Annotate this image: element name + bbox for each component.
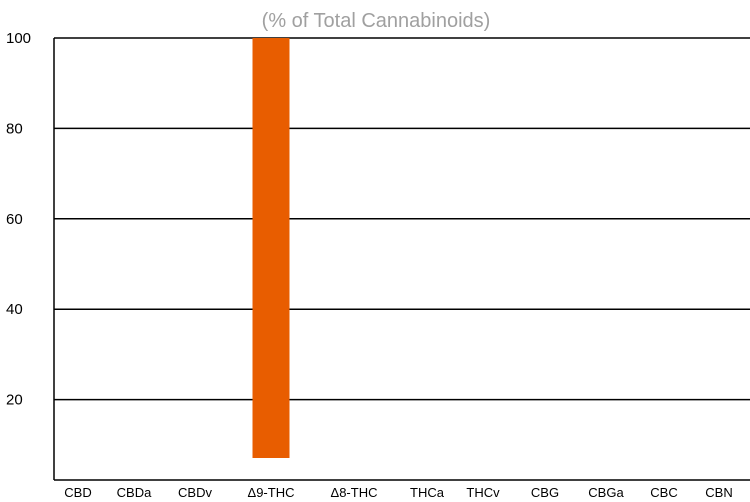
x-tick-label: THCa [410,485,445,500]
x-tick-label: CBGa [588,485,624,500]
x-tick-labels: CBD CBDa CBDv Δ9-THC Δ8-THC THCa THCv CBG CBGa CB… [64,485,732,500]
x-tick-label: Δ9-THC [248,485,295,500]
bars [252,38,290,458]
y-tick-label: 100 [6,30,31,47]
x-tick-label: CBDv [178,485,212,500]
chart-title: (% of Total Cannabinoids) [262,10,491,32]
x-tick-label: CBN [705,485,732,500]
x-tick-label: Δ8-THC [331,485,378,500]
x-tick-label: THCv [466,485,500,500]
y-tick-label: 40 [6,301,23,318]
y-tick-labels: 20 40 60 80 100 [6,30,31,409]
x-tick-label: CBC [650,485,677,500]
x-tick-label: CBDa [117,485,152,500]
gridlines [54,37,750,401]
y-tick-label: 80 [6,120,23,137]
x-tick-label: CBD [64,485,91,500]
x-tick-label: CBG [531,485,559,500]
y-tick-label: 60 [6,211,23,228]
bar-Δ9-THC [252,38,290,458]
y-tick-label: 20 [6,392,23,409]
